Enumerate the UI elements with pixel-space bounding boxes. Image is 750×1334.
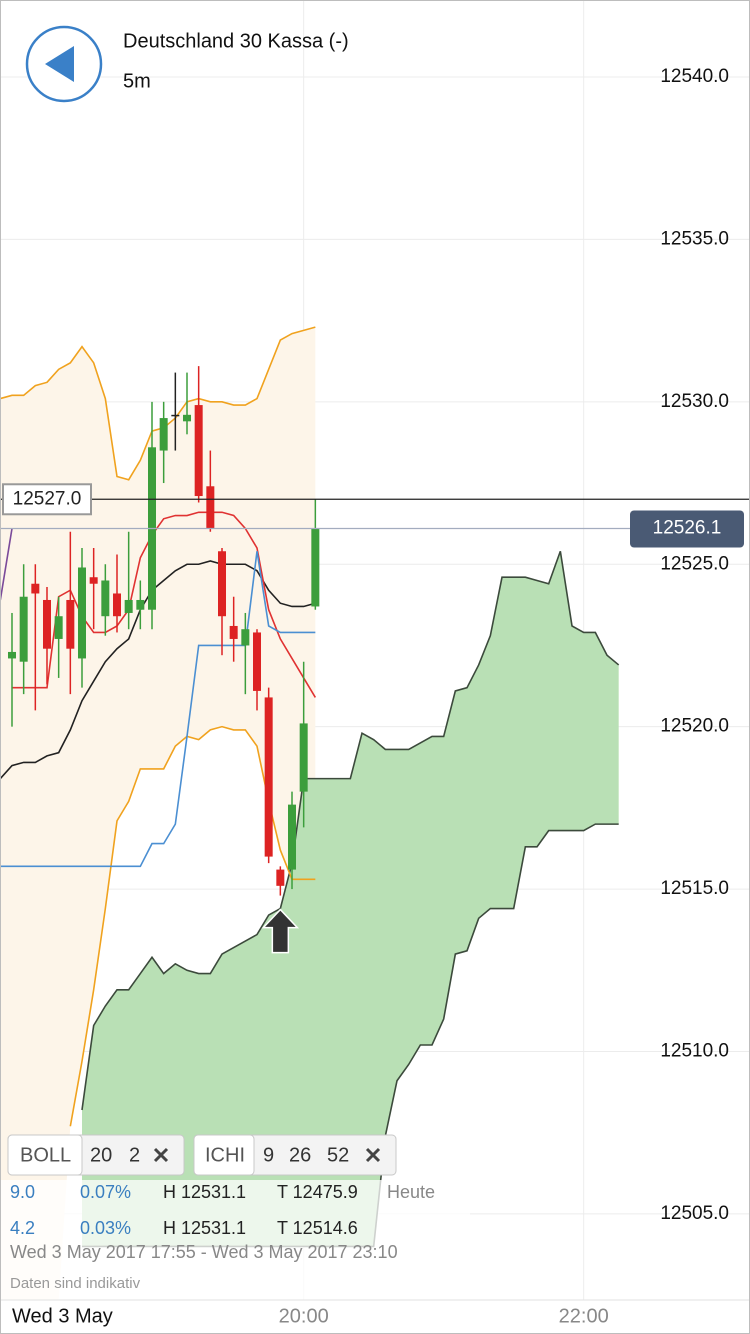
low: T 12514.6 [277, 1218, 358, 1238]
candle-body [276, 869, 285, 886]
change-percent: 0.07% [80, 1182, 131, 1202]
candle-body [113, 593, 121, 617]
indicator-line [0, 528, 13, 601]
indicator-line [11, 511, 317, 698]
signal-arrow [261, 908, 300, 954]
low: T 12475.9 [277, 1182, 358, 1202]
candle-body [42, 599, 51, 649]
x-axis-strip: Wed 3 May 20:00 22:00 [0, 1299, 750, 1334]
x-axis-background [0, 1300, 750, 1334]
candle-body [171, 414, 180, 417]
indicator-name: BOLL [20, 1144, 71, 1166]
y-tick-label: 12505.0 [660, 1203, 729, 1224]
x-tick-label: 20:00 [279, 1305, 329, 1327]
remove-icon[interactable] [365, 1147, 381, 1163]
candle-body [299, 723, 308, 792]
y-tick-label: 12510.0 [660, 1041, 729, 1062]
indicator-param: 2 [129, 1144, 140, 1166]
candle-body [124, 599, 133, 613]
high: H 12531.1 [163, 1218, 246, 1238]
disclaimer: Daten sind indikativ [10, 1275, 141, 1292]
period-note: Heute [387, 1182, 435, 1202]
candle-body [54, 616, 63, 639]
change: 4.2 [10, 1218, 35, 1238]
candle-body [19, 596, 28, 662]
cloud-area [81, 551, 619, 1247]
candle-body [229, 625, 238, 639]
panel-backdrop [0, 1180, 470, 1300]
cloud-edge [81, 550, 620, 1111]
indicator-line [0, 551, 316, 868]
candle-body [66, 599, 75, 649]
candle-body [288, 804, 297, 870]
axis-labels: 12505.0 12510.0 12515.0 12520.0 12525.0 12530… [2, 66, 744, 1224]
indicator-param: 52 [327, 1144, 349, 1166]
y-tick-label: 12535.0 [660, 228, 729, 249]
button-label-frame [193, 1134, 255, 1176]
date-range: Wed 3 May 2017 17:55 - Wed 3 May 2017 23… [10, 1242, 398, 1262]
price-label-box [2, 483, 92, 516]
candle-body [183, 414, 192, 422]
indicator-param: 26 [289, 1144, 311, 1166]
candle-body [253, 632, 262, 691]
indicator-param: 20 [90, 1144, 112, 1166]
candle-body [241, 629, 250, 646]
price-label: 12526.1 [653, 518, 722, 539]
y-tick-label: 12520.0 [660, 716, 729, 737]
indicator-panel: BOLL 20 2 ICHI 9 26 52 9.0 0.07% H 12531… [0, 1134, 470, 1300]
candle-body [101, 580, 110, 617]
x-tick-label: 22:00 [559, 1305, 609, 1327]
candle-body [136, 599, 145, 610]
date-label: Wed 3 May [12, 1305, 113, 1327]
remove-icon[interactable] [153, 1147, 169, 1163]
y-tick-label: 12515.0 [660, 878, 729, 899]
price-label-box [630, 510, 744, 548]
candle-body [311, 528, 320, 607]
candle-body [89, 577, 98, 584]
indicator-name: ICHI [205, 1144, 245, 1166]
y-tick-label: 12525.0 [660, 553, 729, 574]
back-icon [45, 46, 74, 82]
change: 9.0 [10, 1182, 35, 1202]
plot-area [0, 0, 750, 1300]
y-tick-label: 12540.0 [660, 66, 729, 87]
candle-body [159, 418, 168, 451]
indicator-param: 9 [263, 1144, 274, 1166]
price-label: 12527.0 [13, 488, 82, 509]
indicator-line [69, 725, 316, 1127]
header: Deutschland 30 Kassa (-) 5m [25, 25, 349, 103]
ichi-button[interactable]: ICHI 9 26 52 [193, 1134, 397, 1176]
indicator-line [0, 326, 316, 481]
candle-body [194, 405, 203, 497]
boll-button[interactable]: BOLL 20 2 [7, 1134, 185, 1176]
y-tick-label: 12530.0 [660, 391, 729, 412]
candle-body [218, 551, 227, 617]
interval-label: 5m [123, 70, 151, 92]
button-label-frame [7, 1134, 83, 1176]
candle-body [206, 486, 215, 529]
high: H 12531.1 [163, 1182, 246, 1202]
candle-body [31, 583, 40, 594]
instrument-title: Deutschland 30 Kassa (-) [123, 30, 349, 52]
change-percent: 0.03% [80, 1218, 131, 1238]
candle-body [7, 651, 16, 659]
candle-body [77, 567, 86, 659]
candle-body [264, 697, 273, 857]
